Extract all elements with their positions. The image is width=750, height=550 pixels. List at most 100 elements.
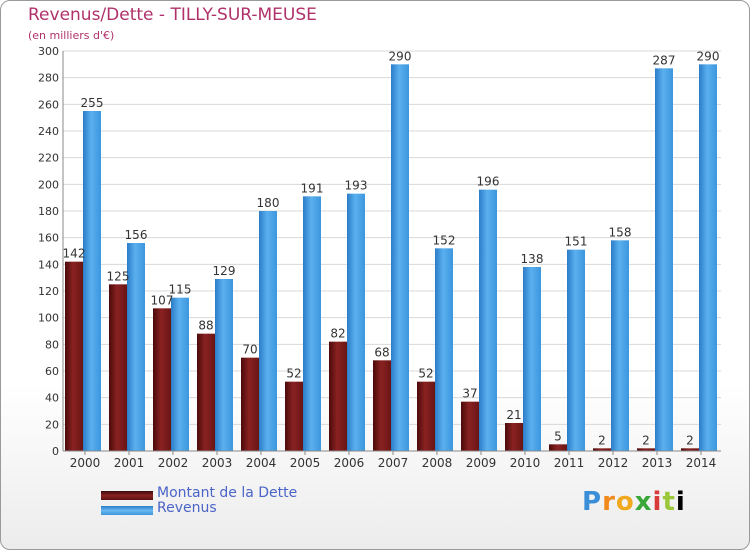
x-tick-label: 2002 — [158, 456, 189, 470]
bar-revenus — [347, 193, 365, 451]
chart-title: Revenus/Dette - TILLY-SUR-MEUSE — [28, 5, 317, 25]
bar-revenus — [699, 64, 717, 452]
data-label-dette: 68 — [374, 345, 389, 359]
x-tick-label: 2004 — [246, 456, 277, 470]
y-tick-label: 220 — [38, 152, 59, 165]
y-tick-label: 40 — [45, 392, 59, 405]
y-tick-label: 160 — [38, 232, 59, 245]
legend-swatch-revenus — [101, 506, 153, 515]
data-label-dette: 52 — [418, 367, 433, 381]
bar-dette — [153, 308, 171, 451]
bar-dette — [637, 448, 655, 451]
data-label-revenus: 156 — [125, 228, 148, 242]
data-label-dette: 142 — [63, 247, 86, 261]
chart-subtitle: (en milliers d'€) — [28, 29, 115, 42]
bar-revenus — [127, 243, 145, 451]
x-tick-label: 2001 — [114, 456, 145, 470]
data-label-revenus: 196 — [477, 175, 500, 189]
x-tick-label: 2009 — [466, 456, 497, 470]
legend-swatch-dette — [101, 491, 153, 500]
y-tick-label: 80 — [45, 338, 59, 351]
data-label-dette: 2 — [686, 433, 694, 447]
data-label-revenus: 115 — [169, 283, 192, 297]
proxiti-logo: Proxiti — [582, 487, 686, 517]
data-label-dette: 70 — [242, 343, 257, 357]
bar-dette — [505, 423, 523, 451]
x-tick-label: 2013 — [642, 456, 673, 470]
data-label-dette: 2 — [598, 433, 606, 447]
y-tick-label: 0 — [52, 445, 59, 458]
data-label-dette: 52 — [286, 367, 301, 381]
x-tick-label: 2011 — [554, 456, 585, 470]
y-tick-label: 100 — [38, 312, 59, 325]
data-label-revenus: 152 — [433, 233, 456, 247]
data-label-revenus: 287 — [653, 53, 676, 67]
y-tick-label: 260 — [38, 98, 59, 111]
data-label-revenus: 151 — [565, 235, 588, 249]
x-tick-label: 2012 — [598, 456, 629, 470]
bar-dette — [461, 401, 479, 451]
data-label-revenus: 138 — [521, 252, 544, 266]
y-tick-label: 280 — [38, 72, 59, 85]
bar-dette — [549, 444, 567, 451]
bar-revenus — [259, 211, 277, 451]
data-label-revenus: 290 — [697, 49, 720, 63]
x-tick-label: 2003 — [202, 456, 233, 470]
y-tick-label: 60 — [45, 365, 59, 378]
bar-dette — [109, 284, 127, 451]
data-label-revenus: 255 — [81, 96, 104, 110]
x-tick-label: 2010 — [510, 456, 541, 470]
bar-revenus — [391, 64, 409, 452]
bar-dette — [241, 357, 259, 451]
legend-label-dette: Montant de la Dette — [157, 485, 298, 501]
bar-dette — [417, 381, 435, 451]
data-label-dette: 107 — [151, 293, 174, 307]
x-tick-label: 2000 — [70, 456, 101, 470]
y-tick-label: 120 — [38, 285, 59, 298]
data-label-dette: 2 — [642, 433, 650, 447]
data-label-dette: 88 — [198, 319, 213, 333]
data-label-dette: 82 — [330, 327, 345, 341]
data-label-revenus: 180 — [257, 196, 280, 210]
x-tick-label: 2006 — [334, 456, 365, 470]
bar-dette — [329, 341, 347, 451]
data-label-revenus: 290 — [389, 49, 412, 63]
y-tick-label: 20 — [45, 418, 59, 431]
bar-revenus — [83, 111, 101, 451]
x-tick-label: 2008 — [422, 456, 453, 470]
bar-revenus — [523, 267, 541, 451]
x-tick-label: 2014 — [686, 456, 717, 470]
y-tick-label: 240 — [38, 125, 59, 138]
data-label-revenus: 191 — [301, 181, 324, 195]
legend-label-revenus: Revenus — [157, 500, 217, 516]
y-tick-label: 200 — [38, 178, 59, 191]
y-tick-label: 300 — [38, 45, 59, 58]
bar-revenus — [215, 279, 233, 451]
x-tick-label: 2007 — [378, 456, 409, 470]
bar-revenus — [611, 240, 629, 451]
bar-revenus — [479, 189, 497, 451]
bar-revenus — [171, 297, 189, 451]
bar-dette — [285, 381, 303, 451]
data-label-dette: 125 — [107, 269, 130, 283]
y-tick-label: 140 — [38, 258, 59, 271]
data-label-dette: 5 — [554, 429, 562, 443]
bar-dette — [373, 360, 391, 451]
bar-revenus — [567, 249, 585, 451]
bar-revenus — [303, 196, 321, 451]
bar-dette — [197, 333, 215, 451]
data-label-revenus: 193 — [345, 179, 368, 193]
data-label-dette: 21 — [506, 408, 521, 422]
x-tick-label: 2005 — [290, 456, 321, 470]
y-tick-label: 180 — [38, 205, 59, 218]
bar-revenus — [655, 68, 673, 451]
data-label-dette: 37 — [462, 387, 477, 401]
data-label-revenus: 129 — [213, 264, 236, 278]
data-label-revenus: 158 — [609, 225, 632, 239]
bar-dette — [681, 448, 699, 451]
bar-dette — [65, 261, 83, 451]
bar-revenus — [435, 248, 453, 451]
bar-dette — [593, 448, 611, 451]
